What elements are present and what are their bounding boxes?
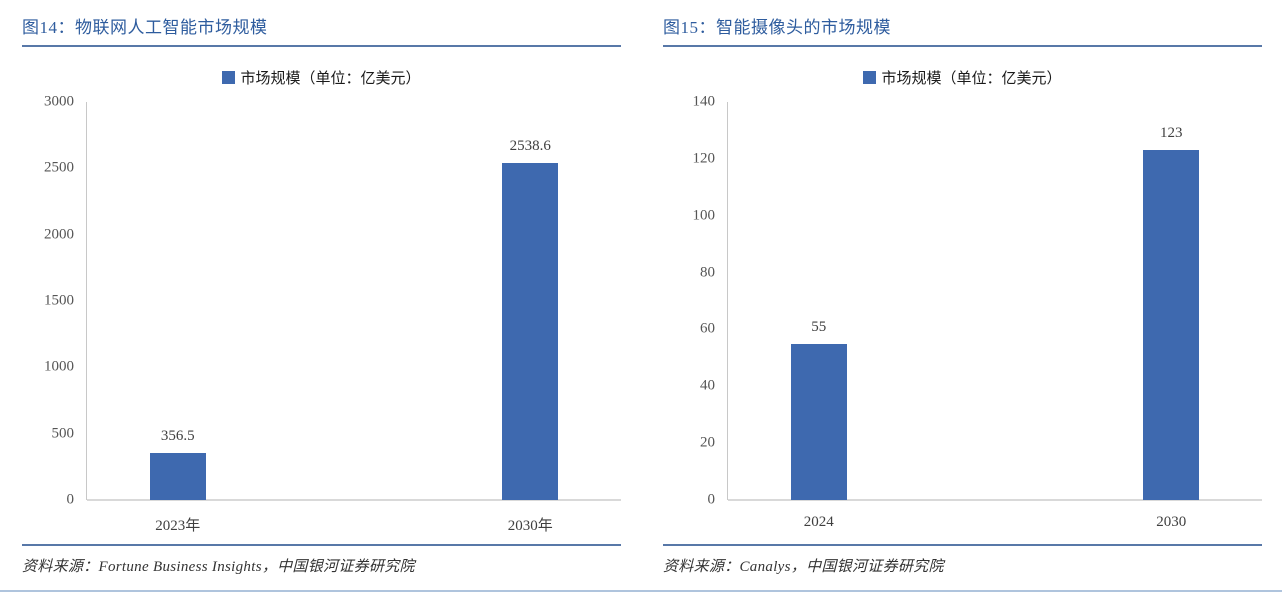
legend: 市场规模（单位：亿美元） <box>22 67 621 88</box>
chart-body: 0 500 1000 1500 2000 2500 3000 356.5 2023年 2538.… <box>22 94 621 534</box>
title-underline <box>663 45 1262 47</box>
bar-value-label: 2538.6 <box>509 138 551 155</box>
x-category-label: 2023年 <box>155 518 201 534</box>
y-tick-label: 500 <box>51 425 75 442</box>
y-tick-label: 3000 <box>44 93 74 110</box>
y-tick-label: 2000 <box>44 226 74 243</box>
bar <box>149 452 206 500</box>
bar <box>502 163 559 500</box>
bar <box>1143 150 1200 500</box>
bar-value-label: 356.5 <box>160 427 195 444</box>
bar-value-label: 55 <box>811 318 827 335</box>
chart-title: 图15：智能摄像头的市场规模 <box>663 18 891 37</box>
chart-body: 0 20 40 60 80 100 120 140 55 2024 123 2030 <box>663 94 1262 530</box>
chart-panel-smart-camera: 图15：智能摄像头的市场规模 市场规模（单位：亿美元） 0 20 40 60 80 100… <box>641 0 1282 576</box>
plot-area: 55 2024 123 2030 <box>727 102 1262 530</box>
y-axis-labels: 0 20 40 60 80 100 120 140 <box>663 94 727 507</box>
figure-pair-container: 图14：物联网人工智能市场规模 市场规模（单位：亿美元） 0 500 1000 150… <box>0 0 1282 576</box>
y-tick-label: 40 <box>700 377 715 394</box>
legend: 市场规模（单位：亿美元） <box>663 67 1262 88</box>
x-axis-baseline <box>87 499 621 501</box>
bar-value-label: 123 <box>1159 125 1183 142</box>
x-category-label: 2030年 <box>507 518 553 534</box>
y-tick-label: 0 <box>707 491 716 508</box>
chart-title: 图14：物联网人工智能市场规模 <box>22 18 268 37</box>
y-tick-label: 140 <box>692 93 716 110</box>
source-note: 资料来源：Fortune Business Insights，中国银河证券研究院 <box>22 559 415 575</box>
y-tick-label: 80 <box>700 264 715 281</box>
legend-swatch-icon <box>222 71 236 84</box>
y-tick-label: 100 <box>692 207 716 224</box>
y-tick-label: 60 <box>700 320 715 337</box>
source-divider <box>22 544 621 546</box>
legend-swatch-icon <box>863 71 877 84</box>
y-tick-label: 2500 <box>44 159 74 176</box>
legend-label: 市场规模（单位：亿美元） <box>881 71 1062 87</box>
y-tick-label: 1500 <box>44 292 74 309</box>
y-axis-labels: 0 500 1000 1500 2000 2500 3000 <box>22 94 86 507</box>
y-tick-label: 1000 <box>44 358 74 375</box>
y-tick-label: 0 <box>66 491 75 508</box>
plot-area: 356.5 2023年 2538.6 2030年 <box>86 102 621 534</box>
x-category-label: 2024 <box>803 514 834 530</box>
page-bottom-rule <box>0 590 1282 592</box>
source-divider <box>663 544 1262 546</box>
chart-panel-iot-ai: 图14：物联网人工智能市场规模 市场规模（单位：亿美元） 0 500 1000 150… <box>0 0 641 576</box>
x-axis-baseline <box>728 499 1262 501</box>
source-note: 资料来源：Canalys，中国银河证券研究院 <box>663 559 944 575</box>
legend-label: 市场规模（单位：亿美元） <box>240 71 421 87</box>
title-underline <box>22 45 621 47</box>
bar <box>790 343 847 500</box>
x-category-label: 2030 <box>1156 514 1187 530</box>
y-tick-label: 120 <box>692 150 716 167</box>
y-tick-label: 20 <box>700 434 715 451</box>
